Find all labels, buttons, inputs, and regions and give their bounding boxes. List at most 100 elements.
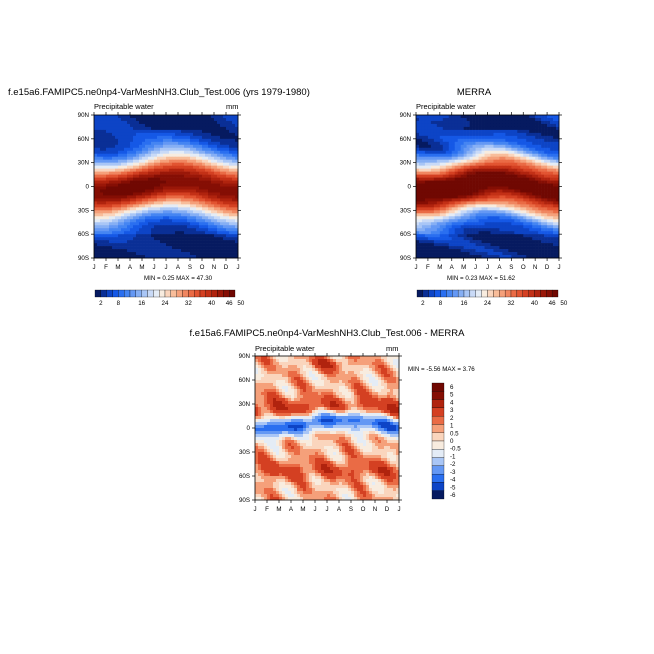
field-cell (118, 246, 122, 250)
field-cell (460, 222, 464, 226)
field-cell (529, 135, 533, 140)
field-cell (487, 135, 491, 140)
field-cell (442, 150, 447, 155)
field-cell (196, 225, 200, 229)
field-cell (169, 225, 173, 229)
field-cell (178, 135, 182, 140)
field-cell (427, 210, 432, 214)
field-cell (103, 213, 107, 217)
field-cell (430, 186, 435, 190)
field-cell (478, 231, 482, 235)
field-cell (181, 123, 185, 128)
field-cell (151, 192, 155, 196)
field-cell (511, 147, 515, 152)
field-cell (312, 362, 316, 366)
field-cell (100, 115, 104, 119)
field-cell (145, 249, 149, 253)
field-cell (336, 359, 340, 363)
field-cell (175, 141, 179, 146)
field-cell (517, 210, 521, 214)
field-cell (148, 216, 152, 220)
field-cell (181, 255, 185, 259)
field-cell (160, 144, 164, 149)
field-cell (139, 115, 143, 119)
field-cell (172, 153, 176, 158)
field-cell (472, 120, 476, 125)
colorbar-swatch (499, 289, 506, 298)
field-cell (535, 135, 539, 140)
field-cell (472, 159, 476, 163)
field-cell (556, 252, 560, 256)
field-cell (556, 115, 560, 119)
field-cell (454, 183, 459, 187)
field-cell (184, 189, 188, 193)
field-cell (181, 186, 185, 190)
field-cell (442, 168, 447, 172)
field-cell (115, 115, 119, 119)
field-cell (460, 228, 464, 232)
field-cell (478, 174, 482, 178)
field-cell (94, 207, 98, 211)
field-cell (469, 255, 473, 259)
field-cell (112, 207, 116, 211)
field-cell (418, 198, 423, 202)
field-cell (118, 144, 122, 149)
field-cell (469, 234, 473, 238)
field-cell (457, 115, 461, 119)
field-cell (427, 132, 432, 137)
field-cell (481, 231, 485, 235)
field-cell (418, 153, 423, 158)
field-cell (118, 132, 122, 137)
field-cell (154, 183, 158, 187)
field-cell (190, 231, 194, 235)
field-cell (211, 249, 215, 253)
field-cell (514, 255, 518, 259)
field-cell (235, 192, 239, 196)
field-cell (163, 255, 167, 259)
field-cell (478, 162, 482, 166)
field-cell (303, 359, 307, 363)
field-cell (103, 249, 107, 253)
field-cell (451, 129, 456, 134)
field-cell (100, 246, 104, 250)
field-cell (264, 359, 268, 363)
field-cell (199, 219, 203, 223)
field-cell (235, 165, 239, 169)
field-cell (436, 213, 441, 217)
field-cell (514, 234, 518, 238)
field-cell (547, 249, 551, 253)
field-cell (490, 150, 494, 155)
field-cell (496, 228, 500, 232)
field-cell (226, 198, 230, 202)
field-cell (121, 150, 125, 155)
field-cell (421, 192, 426, 196)
field-cell (505, 246, 509, 250)
field-cell (169, 252, 173, 256)
field-cell (511, 174, 515, 178)
field-cell (169, 135, 173, 140)
field-cell (127, 135, 131, 140)
field-cell (469, 180, 473, 184)
field-cell (118, 129, 122, 134)
field-cell (169, 180, 173, 184)
field-cell (529, 213, 533, 217)
field-cell (205, 222, 209, 226)
field-cell (336, 365, 340, 369)
field-cell (466, 219, 470, 223)
field-cell (163, 189, 167, 193)
field-cell (493, 243, 497, 247)
field-cell (199, 243, 203, 247)
field-cell (160, 126, 164, 131)
field-cell (484, 126, 488, 131)
field-cell (502, 237, 506, 241)
field-cell (142, 120, 146, 125)
field-cell (526, 213, 530, 217)
field-cell (112, 129, 116, 134)
field-cell (487, 171, 491, 175)
field-cell (547, 150, 551, 155)
field-cell (481, 180, 485, 184)
field-cell (493, 168, 497, 172)
field-cell (139, 177, 143, 181)
field-cell (445, 168, 450, 172)
field-cell (124, 174, 128, 178)
